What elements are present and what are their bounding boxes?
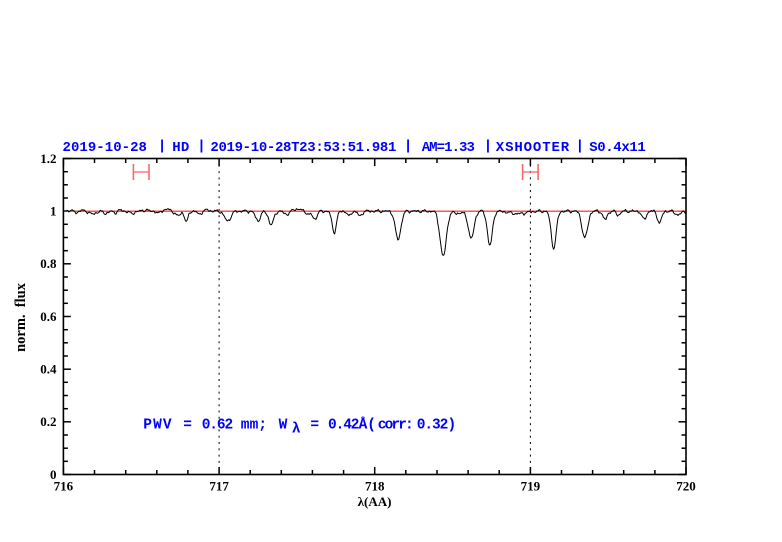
- svg-text:S0.4x11: S0.4x11: [589, 140, 645, 156]
- svg-text:0.4: 0.4: [40, 362, 57, 377]
- svg-text:λ: λ: [292, 421, 301, 437]
- svg-text:λ(AA): λ(AA): [358, 494, 392, 509]
- svg-text:716: 716: [54, 479, 74, 494]
- svg-text:norm. flux: norm. flux: [13, 282, 29, 352]
- svg-text:|: |: [158, 138, 166, 154]
- svg-text:=: =: [183, 417, 192, 433]
- svg-text:Å: Å: [359, 416, 368, 433]
- svg-text:1: 1: [50, 204, 57, 219]
- svg-text:): ): [448, 417, 457, 433]
- svg-text:720: 720: [676, 479, 696, 494]
- svg-text:0.62: 0.62: [202, 417, 233, 433]
- svg-text:|: |: [404, 138, 412, 154]
- svg-text:718: 718: [365, 479, 385, 494]
- svg-text:AM=1.33: AM=1.33: [422, 140, 475, 156]
- svg-text:W: W: [279, 417, 288, 433]
- svg-text:719: 719: [521, 479, 541, 494]
- svg-text:0.2: 0.2: [40, 414, 56, 429]
- svg-text:2019-10-28T23:53:51.981: 2019-10-28T23:53:51.981: [210, 140, 396, 156]
- svg-text:2019-10-28: 2019-10-28: [63, 140, 148, 156]
- svg-text:|: |: [576, 138, 584, 154]
- svg-text:0.6: 0.6: [40, 309, 57, 324]
- svg-text:717: 717: [209, 479, 229, 494]
- svg-text:mm;: mm;: [241, 417, 267, 433]
- svg-text:|: |: [197, 138, 205, 154]
- svg-text:HD: HD: [172, 140, 189, 156]
- svg-text:0.8: 0.8: [40, 256, 57, 271]
- svg-text:0.42: 0.42: [328, 417, 359, 433]
- svg-text:(: (: [367, 417, 376, 433]
- svg-text:|: |: [484, 138, 492, 154]
- svg-text:PWV: PWV: [143, 417, 172, 433]
- svg-text:1.2: 1.2: [40, 151, 56, 166]
- svg-text:corr:: corr:: [378, 417, 412, 433]
- svg-text:=: =: [310, 417, 319, 433]
- svg-text:0.32: 0.32: [417, 417, 448, 433]
- svg-text:0: 0: [50, 467, 57, 482]
- svg-text:XSHOOTER: XSHOOTER: [496, 140, 570, 156]
